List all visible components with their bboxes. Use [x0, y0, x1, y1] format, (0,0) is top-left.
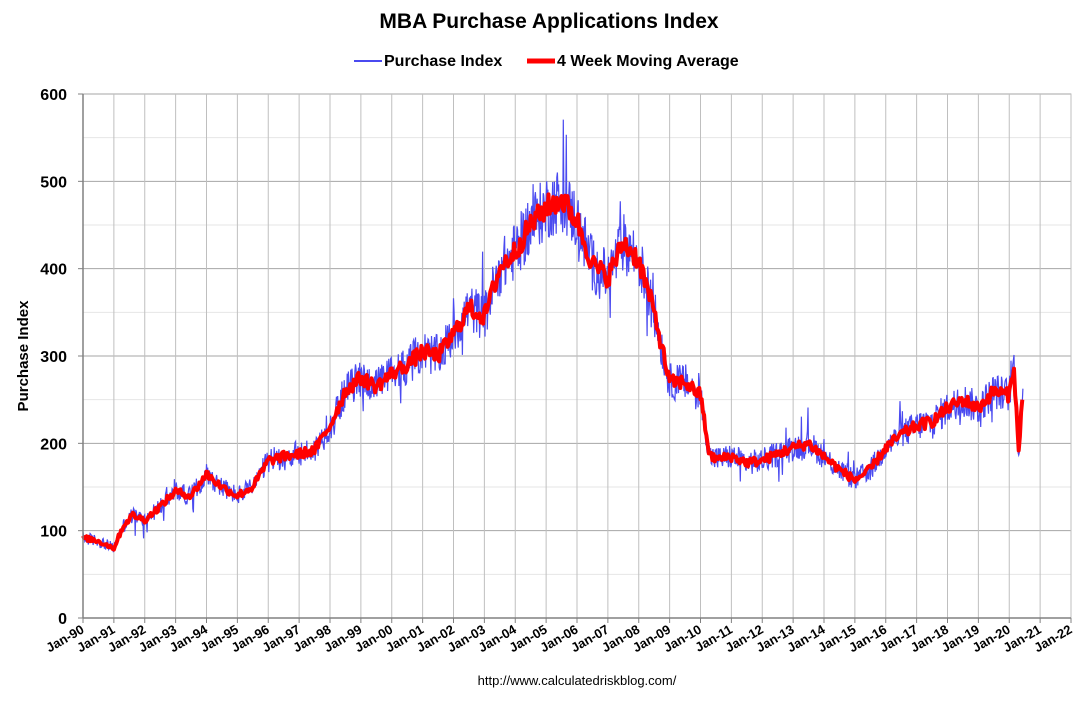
source-url: http://www.calculatedriskblog.com/ [478, 673, 677, 688]
y-tick-label: 600 [40, 87, 67, 104]
legend: Purchase Index 4 Week Moving Average [354, 53, 739, 70]
y-tick-label: 100 [40, 524, 67, 541]
y-tick-label: 300 [40, 349, 67, 366]
y-tick-label: 0 [58, 611, 67, 628]
series-line-moving-average [81, 192, 1025, 552]
legend-label-moving-average: 4 Week Moving Average [557, 53, 739, 70]
series-layer [81, 119, 1025, 553]
chart-title: MBA Purchase Applications Index [379, 10, 718, 33]
y-tick-label: 500 [40, 174, 67, 191]
y-tick-label: 400 [40, 262, 67, 279]
gridlines [83, 93, 1072, 618]
y-axis-ticks: 0 100 200 300 400 500 600 [40, 87, 83, 628]
legend-label-purchase-index: Purchase Index [384, 53, 502, 70]
x-axis-ticks: Jan-90Jan-91Jan-92Jan-93Jan-94Jan-95Jan-… [43, 618, 1075, 655]
y-axis-label: Purchase Index [15, 300, 32, 412]
y-tick-label: 200 [40, 436, 67, 453]
